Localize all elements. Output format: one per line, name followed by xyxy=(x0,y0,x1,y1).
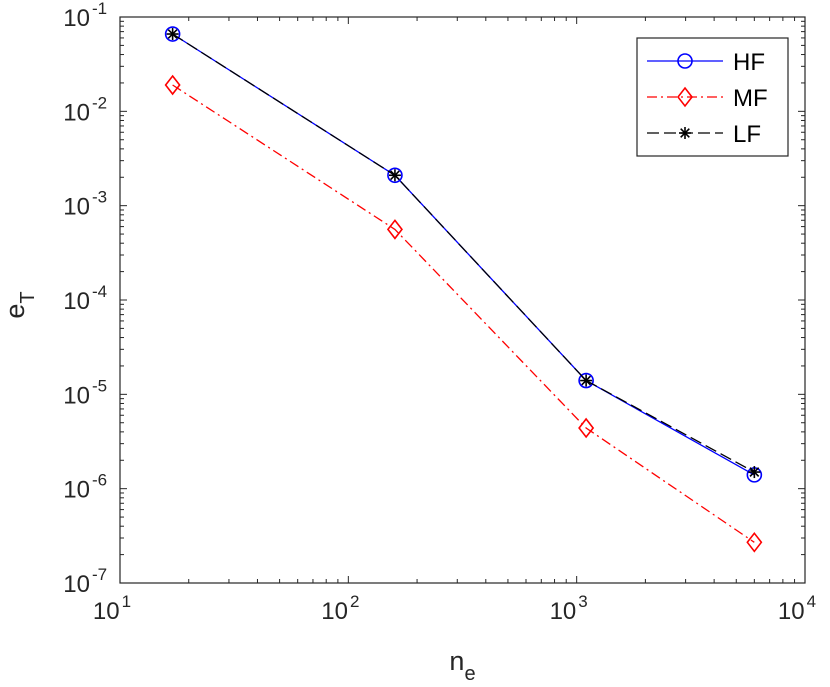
series-hf-point xyxy=(578,372,594,389)
series-lf-point xyxy=(166,28,179,41)
legend-swatch-marker xyxy=(679,127,691,139)
x-tick-label: 10 4 xyxy=(778,592,816,625)
legend-item-mf: MF xyxy=(647,85,768,112)
x-axis-label-main: n xyxy=(449,646,464,676)
series-lf-point xyxy=(580,374,593,387)
y-axis-ticks: 10-110-210-310-410-510-610-7 xyxy=(63,0,805,598)
series-lf-line xyxy=(172,33,755,473)
series-mf-point xyxy=(386,219,403,240)
y-tick-label-base: 10 xyxy=(63,382,90,409)
y-tick-label: 10 xyxy=(63,5,90,32)
legend: HF MF LF xyxy=(636,37,789,157)
x-tick-label-exponent: 2 xyxy=(350,592,359,611)
y-tick-label-exponent: -1 xyxy=(92,0,107,18)
x-tick-label-base: 10 xyxy=(778,598,805,625)
y-tick-label-base: 10 xyxy=(63,194,90,221)
series-hf-point xyxy=(164,26,181,42)
legend-swatch-marker xyxy=(677,53,693,69)
x-tick-label-base: 10 xyxy=(93,598,120,625)
y-tick-label-base: 10 xyxy=(63,99,90,126)
x-tick-label-base: 10 xyxy=(550,598,577,625)
y-tick-label: 10 xyxy=(63,288,90,315)
x-tick-label: 10 2 xyxy=(321,592,359,625)
legend-label-mf: MF xyxy=(733,85,768,112)
x-tick-label-exponent: 1 xyxy=(122,592,131,611)
x-tick-label-exponent: 3 xyxy=(578,592,587,611)
series-mf-point xyxy=(164,74,181,96)
y-axis-label-main: e xyxy=(0,304,30,319)
y-tick-label: 10 xyxy=(63,194,90,221)
legend-item-lf: LF xyxy=(647,121,761,148)
legend-label-lf: LF xyxy=(733,121,761,148)
y-tick-label-exponent: -2 xyxy=(92,93,107,112)
y-tick-label-exponent: -6 xyxy=(92,471,107,490)
y-tick-label: 10 xyxy=(63,477,90,504)
series-lf xyxy=(166,28,761,479)
y-tick-label-base: 10 xyxy=(63,5,90,32)
series-layer xyxy=(164,26,763,553)
series-mf-point xyxy=(746,532,763,553)
x-tick-label-base: 10 xyxy=(321,598,348,625)
x-axis-label: ne xyxy=(449,646,475,685)
x-tick-label: 10 3 xyxy=(550,592,588,625)
series-mf xyxy=(164,74,763,553)
y-tick-label-exponent: -4 xyxy=(92,282,107,301)
x-tick-label: 10 1 xyxy=(93,592,131,625)
y-tick-label-exponent: -7 xyxy=(92,565,107,584)
y-tick-label-exponent: -5 xyxy=(92,376,107,395)
y-tick-label-base: 10 xyxy=(63,477,90,504)
series-lf-point xyxy=(748,466,761,479)
y-tick-label-exponent: -3 xyxy=(92,188,107,207)
y-tick-label: 10 xyxy=(63,99,90,126)
series-hf-line xyxy=(172,33,755,476)
y-tick-label: 10 xyxy=(63,382,90,409)
y-axis-label-sub: T xyxy=(17,291,39,303)
series-mf-line xyxy=(172,84,755,543)
legend-swatch-marker xyxy=(676,86,694,108)
y-tick-label-base: 10 xyxy=(63,288,90,315)
series-hf xyxy=(164,26,763,483)
y-tick-label-base: 10 xyxy=(63,571,90,598)
x-axis-label-sub: e xyxy=(464,663,475,685)
legend-item-hf: HF xyxy=(647,49,765,76)
y-axis-label: eT xyxy=(0,291,39,318)
series-hf-point xyxy=(387,167,403,184)
x-tick-label-exponent: 4 xyxy=(807,592,816,611)
series-mf-point xyxy=(578,417,595,439)
series-lf-point xyxy=(388,169,401,182)
y-tick-label: 10 xyxy=(63,571,90,598)
legend-label-hf: HF xyxy=(733,49,765,76)
x-axis-ticks: 10 1 10 2 10 3 10 4 xyxy=(93,17,816,625)
